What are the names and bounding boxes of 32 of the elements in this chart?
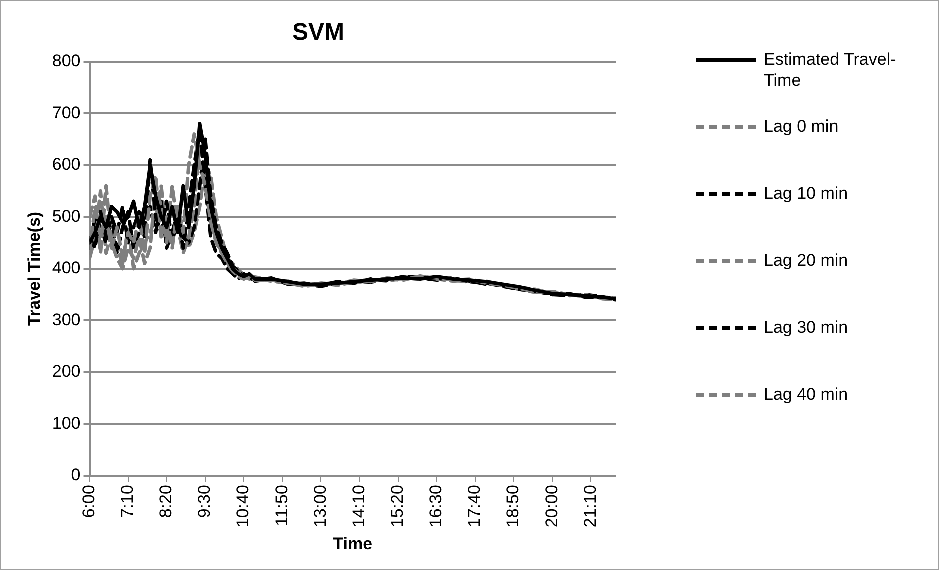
x-tick-label: 16:30: [426, 485, 446, 528]
y-tick-label: 800: [52, 51, 81, 70]
y-tick-label: 100: [52, 414, 81, 433]
x-tick-label: 11:50: [272, 485, 292, 526]
y-tick-label: 500: [52, 206, 81, 226]
x-tick-label: 14:10: [349, 485, 368, 528]
x-tick-label: 13:00: [310, 485, 330, 528]
y-tick-label: 300: [52, 310, 81, 330]
legend-label: Lag 30 min: [764, 317, 850, 338]
x-tick-label: 8:20: [156, 485, 176, 518]
x-tick-label: 15:20: [388, 485, 408, 528]
y-tick-label: 0: [71, 466, 81, 485]
x-tick-label: 6:00: [79, 485, 98, 518]
legend-label: Lag 40 min: [764, 384, 850, 405]
x-tick-label: 21:10: [580, 485, 600, 528]
x-tick-label: 20:00: [542, 485, 562, 528]
legend-label: Lag 10 min: [764, 183, 850, 204]
legend-label: Estimated Travel-Time: [764, 49, 898, 91]
x-tick-label: 17:40: [465, 485, 484, 528]
x-tick-label: 9:30: [195, 485, 214, 518]
y-tick-label: 700: [52, 103, 81, 122]
x-tick-label: 7:10: [118, 485, 138, 518]
legend-label: Lag 20 min: [764, 250, 850, 271]
x-axis-title: Time: [333, 534, 373, 554]
legend-label: Lag 0 min: [764, 116, 840, 137]
x-tick-label: 10:40: [234, 485, 253, 528]
y-tick-label: 600: [52, 155, 81, 174]
y-axis-title: Travel Time(s): [24, 212, 44, 326]
chart-title: SVM: [292, 19, 345, 46]
x-tick-label: 18:50: [504, 485, 523, 528]
y-tick-label: 200: [52, 362, 81, 382]
y-tick-label: 400: [52, 258, 81, 278]
